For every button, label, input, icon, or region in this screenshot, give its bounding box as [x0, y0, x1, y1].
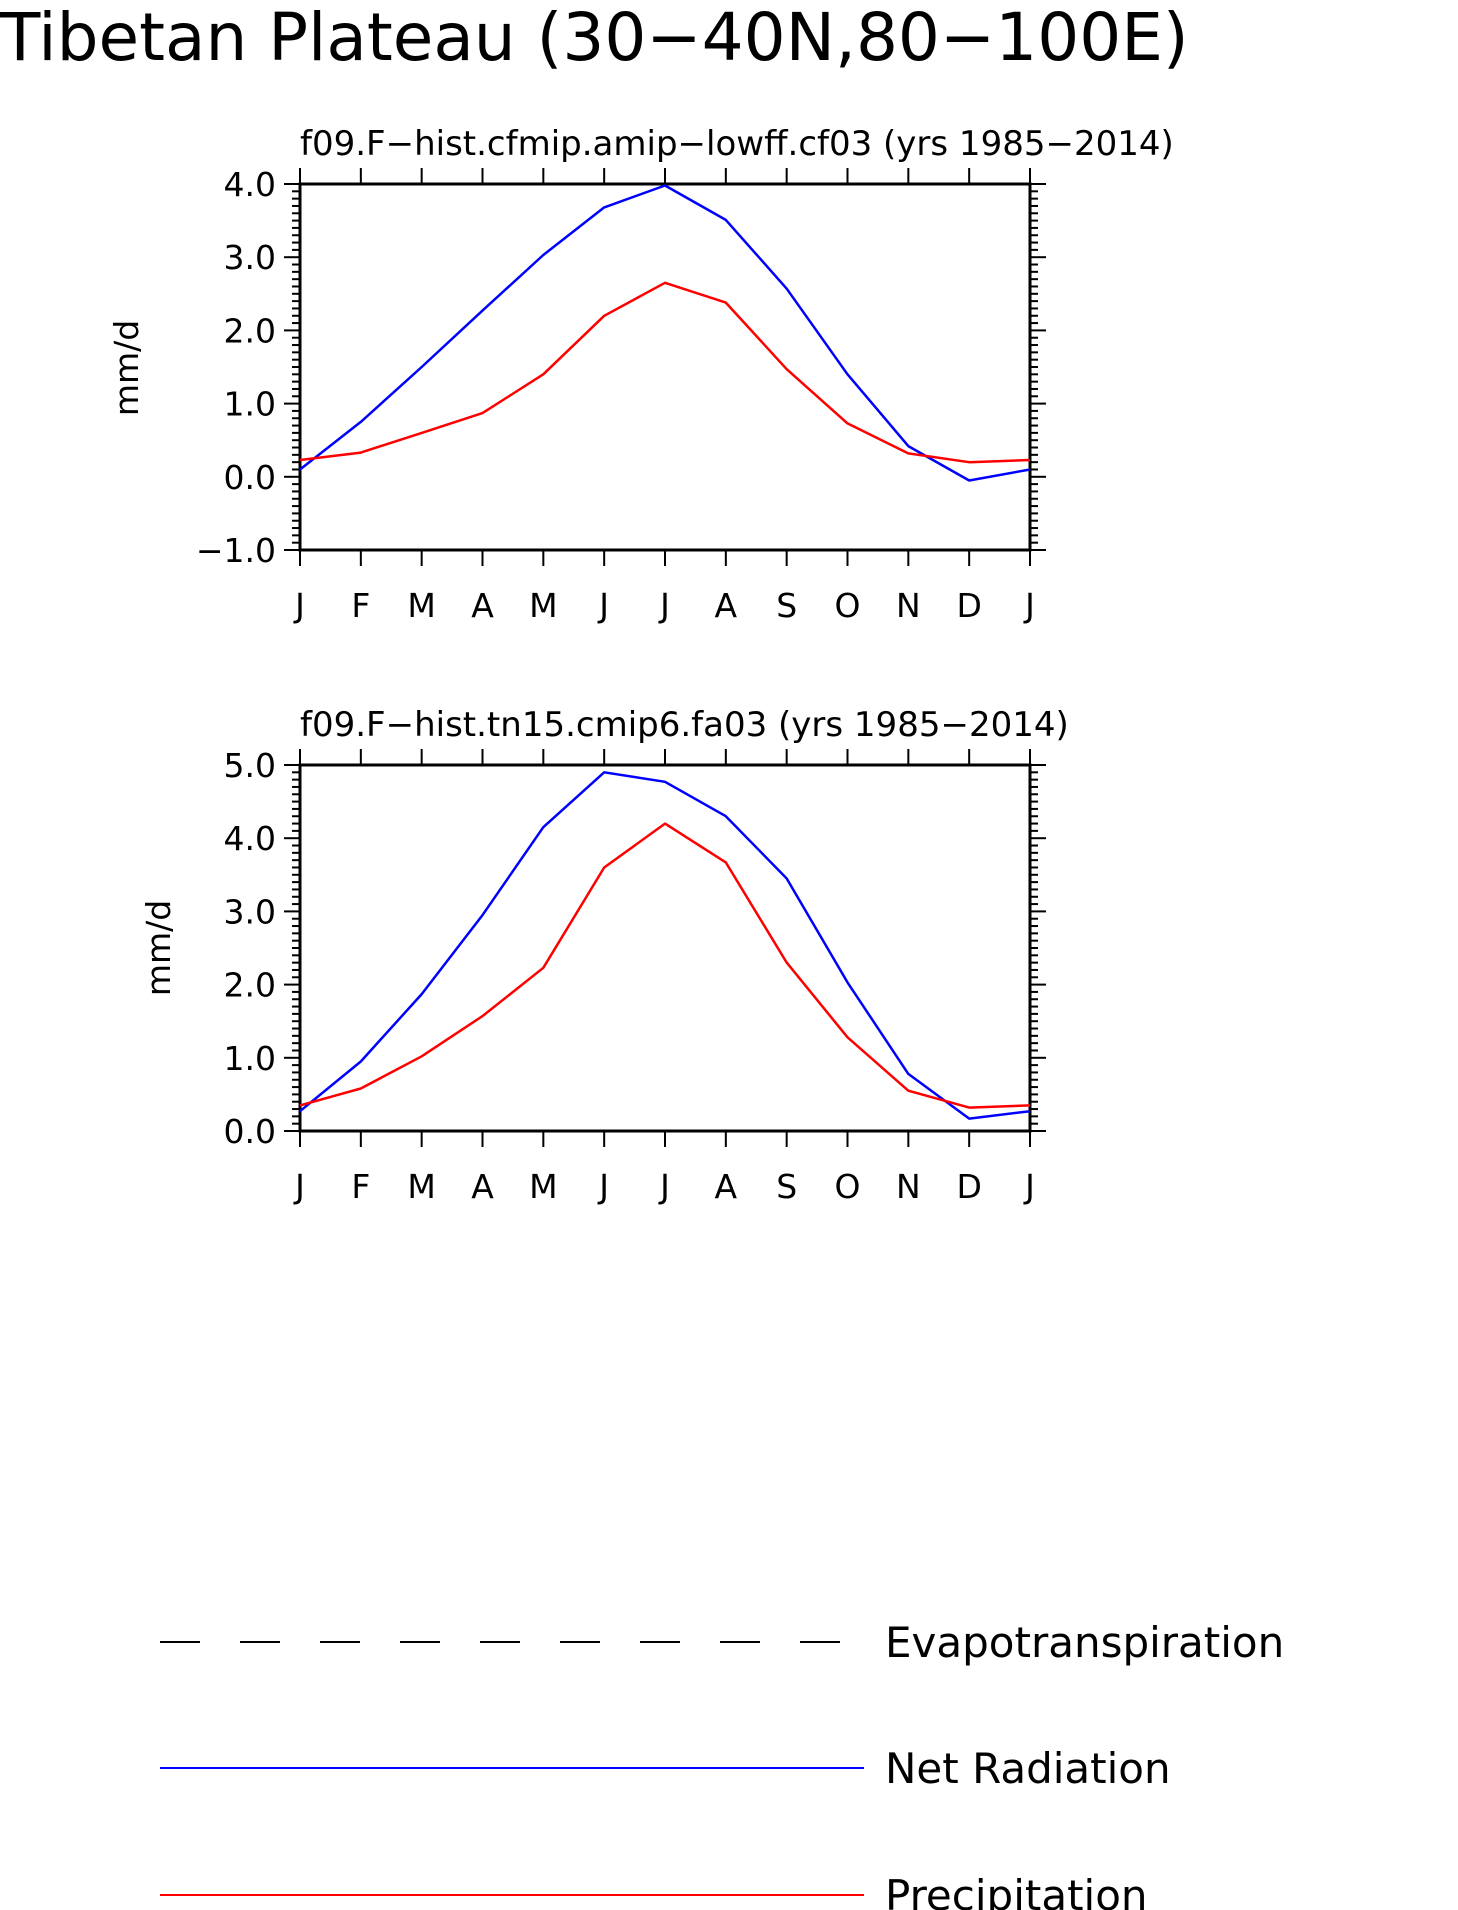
series-line-net-radiation	[299, 184, 1031, 482]
y-tick-label: −1.0	[196, 531, 276, 570]
legend-label-precipitation: Precipitation	[885, 1871, 1148, 1910]
x-tick-label: D	[956, 586, 981, 625]
x-tick-label: M	[407, 586, 435, 625]
main-title: Tibetan Plateau (30−40N,80−100E)	[0, 0, 1189, 76]
x-tick-label: F	[351, 586, 370, 625]
y-tick-label: 0.0	[224, 458, 276, 497]
y-tick-label: 0.0	[224, 1112, 276, 1151]
x-tick-label: F	[351, 1167, 370, 1206]
x-tick-label: O	[835, 1167, 861, 1206]
series-line-precipitation	[299, 281, 1031, 464]
x-tick-label: D	[956, 1167, 981, 1206]
x-tick-label: A	[715, 1167, 738, 1206]
x-tick-label: J	[1023, 586, 1035, 625]
x-tick-label: M	[529, 586, 557, 625]
x-tick-label: A	[471, 586, 494, 625]
x-tick-label: N	[896, 1167, 921, 1206]
panel-title: f09.F−hist.tn15.cmip6.fa03 (yrs 1985−201…	[300, 705, 1069, 745]
x-tick-label: J	[658, 586, 670, 625]
y-tick-label: 4.0	[224, 165, 276, 204]
x-tick-label: J	[597, 1167, 609, 1206]
y-tick-label: 2.0	[224, 311, 276, 350]
plot-frame	[298, 182, 1032, 552]
x-tick-label: O	[835, 586, 861, 625]
x-tick-label: J	[293, 1167, 305, 1206]
legend: Evapotranspiration Net Radiation Precipi…	[160, 1618, 1284, 1910]
legend-label-net-radiation: Net Radiation	[885, 1744, 1171, 1793]
x-tick-label: M	[407, 1167, 435, 1206]
y-tick-label: 1.0	[224, 1039, 276, 1078]
x-tick-label: N	[896, 586, 921, 625]
x-tick-label: M	[529, 1167, 557, 1206]
plot-frame	[298, 763, 1032, 1133]
x-tick-label: J	[597, 586, 609, 625]
y-tick-label: 1.0	[224, 385, 276, 424]
y-tick-label: 4.0	[224, 819, 276, 858]
x-tick-label: J	[1023, 1167, 1035, 1206]
x-tick-label: S	[776, 1167, 797, 1206]
series-line-net-radiation	[299, 771, 1031, 1120]
y-axis-label: mm/d	[107, 320, 146, 416]
legend-label-evapotranspiration: Evapotranspiration	[885, 1618, 1284, 1667]
panel-bottom: f09.F−hist.tn15.cmip6.fa03 (yrs 1985−201…	[139, 705, 1069, 1206]
x-tick-label: J	[658, 1167, 670, 1206]
y-tick-label: 3.0	[224, 238, 276, 277]
y-axis-label: mm/d	[139, 900, 178, 996]
x-tick-label: J	[293, 586, 305, 625]
x-tick-label: S	[776, 586, 797, 625]
series-line-precipitation	[299, 822, 1031, 1109]
panel-title: f09.F−hist.cfmip.amip−lowff.cf03 (yrs 19…	[300, 124, 1174, 164]
x-tick-label: A	[471, 1167, 494, 1206]
y-tick-label: 5.0	[224, 746, 276, 785]
y-tick-label: 3.0	[224, 892, 276, 931]
y-tick-label: 2.0	[224, 966, 276, 1005]
x-tick-label: A	[715, 586, 738, 625]
panel-top: f09.F−hist.cfmip.amip−lowff.cf03 (yrs 19…	[107, 124, 1174, 625]
